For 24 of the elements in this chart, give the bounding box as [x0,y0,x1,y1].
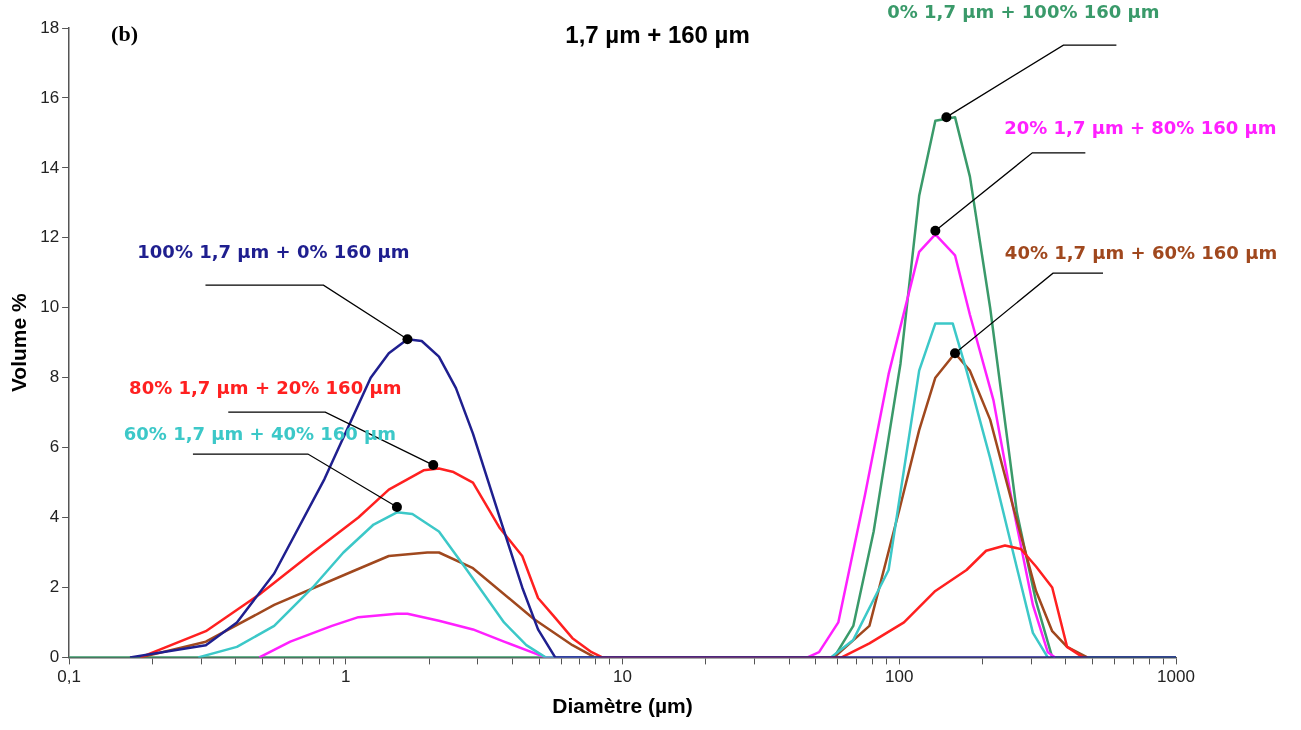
y-tick-label: 4 [49,507,60,527]
y-tick-label: 2 [49,577,60,597]
y-tick-label: 6 [49,437,60,457]
y-tick-label: 18 [40,17,60,37]
annotation: 20% 1,7 µm + 80% 160 µm [1004,117,1277,139]
y-tick-label: 0 [49,647,60,667]
annotation: 100% 1,7 µm + 0% 160 µm [137,240,410,262]
x-tick-label: 1000 [1157,667,1195,687]
x-axis-title: Diamètre (µm) [552,694,693,718]
x-tick-label: 10 [613,667,633,687]
y-tick-label: 14 [40,157,60,177]
y-tick-label: 12 [40,227,60,247]
y-tick-label: 10 [40,297,60,317]
annotation: 80% 1,7 µm + 20% 160 µm [129,376,402,398]
x-tick-label: 1 [341,667,351,687]
chart-title: 1,7 µm + 160 µm [565,20,750,48]
annotation: 0% 1,7 µm + 100% 160 µm [887,0,1160,22]
y-axis-title: Volume % [7,292,31,393]
y-tick-label: 8 [49,367,60,387]
annotation: (b) [111,20,138,46]
annotation: 40% 1,7 µm + 60% 160 µm [1004,241,1278,263]
x-tick-label: 100 [885,667,914,687]
x-tick-label: 0,1 [57,667,81,687]
y-tick-label: 16 [40,87,60,107]
